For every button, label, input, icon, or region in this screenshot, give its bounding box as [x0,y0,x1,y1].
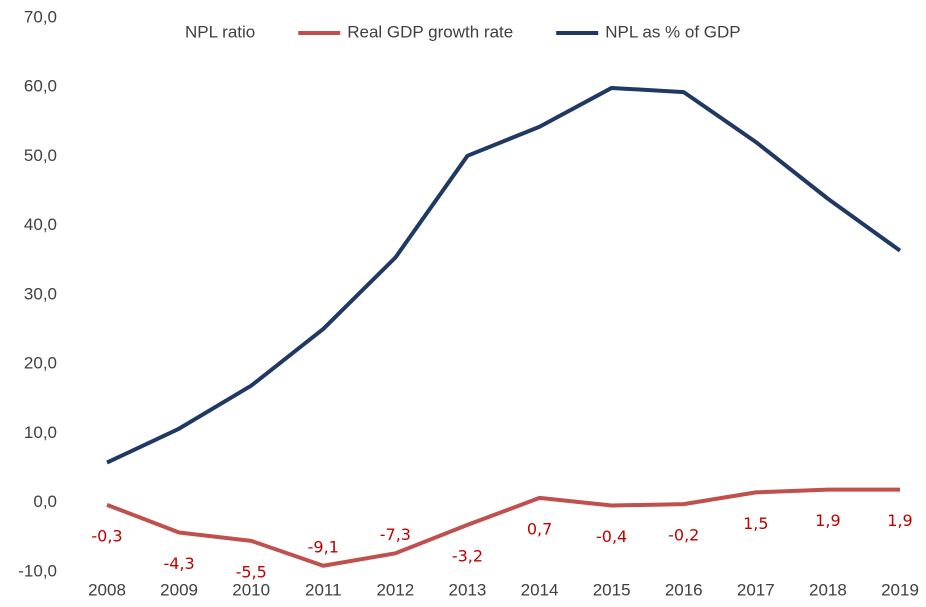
y-tick-label: 30,0 [24,284,57,303]
data-label: -0,3 [91,526,122,545]
data-label: -5,5 [236,562,267,581]
data-label: -0,2 [668,526,699,545]
legend-label: NPL as % of GDP [605,22,740,41]
y-tick-label: 0,0 [33,492,57,511]
x-tick-label: 2015 [593,580,631,599]
data-label: 1,9 [815,511,840,530]
series-line [106,85,902,465]
x-tick-label: 2011 [305,580,342,599]
x-tick-label: 2013 [449,580,487,599]
y-tick-label: -10,0 [18,561,57,580]
x-tick-label: 2018 [809,580,847,599]
data-label: -4,3 [163,554,194,573]
data-label: -7,3 [380,525,411,544]
x-tick-label: 2016 [665,580,703,599]
y-tick-label: 10,0 [24,423,57,442]
series-line [106,487,900,568]
y-tick-label: 40,0 [24,215,57,234]
data-label: -3,2 [452,546,483,565]
legend-label: NPL ratio [185,22,255,41]
x-tick-label: 2017 [737,580,775,599]
x-tick-label: 2009 [160,580,198,599]
data-label: 1,5 [743,514,768,533]
y-tick-label: 60,0 [24,77,57,96]
x-tick-label: 2008 [88,580,126,599]
data-label: 1,9 [887,511,912,530]
y-tick-label: 70,0 [24,7,57,26]
legend-label: Real GDP growth rate [347,22,513,41]
data-label: -9,1 [308,537,339,556]
data-label: 0,7 [527,519,552,538]
x-tick-label: 2010 [232,580,270,599]
x-tick-label: 2019 [881,580,919,599]
x-tick-label: 2012 [376,580,414,599]
x-tick-label: 2014 [521,580,559,599]
data-label: -0,4 [596,527,627,546]
y-tick-label: 50,0 [24,146,57,165]
y-tick-label: 20,0 [24,354,57,373]
